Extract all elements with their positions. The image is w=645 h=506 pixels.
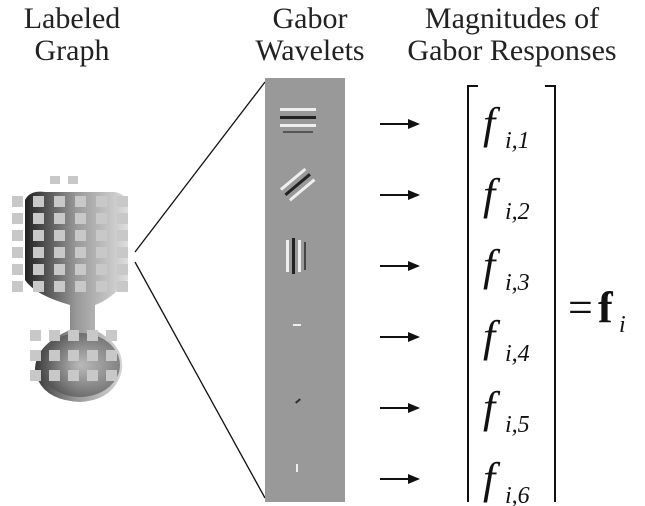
graph-node xyxy=(49,330,60,341)
graph-node xyxy=(96,281,107,292)
response-subscript: i,2 xyxy=(505,199,530,225)
response-subscript: i,1 xyxy=(505,128,530,154)
response-symbol: f xyxy=(483,312,501,361)
graph-node xyxy=(54,281,65,292)
graph-node xyxy=(117,196,128,207)
graph-node xyxy=(117,247,128,258)
graph-node xyxy=(96,247,107,258)
connector xyxy=(135,82,265,252)
header-line: Wavelets xyxy=(255,34,364,67)
arrow-head xyxy=(408,261,420,271)
graph-node xyxy=(49,350,60,361)
graph-node xyxy=(117,213,128,224)
graph-node xyxy=(68,350,79,361)
graph-node xyxy=(12,247,23,258)
graph-node xyxy=(68,370,79,381)
graph-node xyxy=(33,230,44,241)
wavelet-strip xyxy=(265,78,345,502)
graph-node xyxy=(87,350,98,361)
result-symbol: f xyxy=(598,283,614,332)
graph-node xyxy=(106,370,117,381)
result-subscript: i xyxy=(619,312,626,338)
graph-node xyxy=(117,281,128,292)
graph-node xyxy=(30,350,41,361)
wavelet xyxy=(296,464,298,472)
graph-node xyxy=(33,264,44,275)
graph-node xyxy=(96,264,107,275)
graph-node xyxy=(117,230,128,241)
arrow-head xyxy=(408,119,420,129)
graph-node xyxy=(54,247,65,258)
wavelet xyxy=(293,324,301,326)
graph-node xyxy=(50,176,60,184)
graph-node xyxy=(75,281,86,292)
graph-node xyxy=(12,264,23,275)
graph-node xyxy=(96,196,107,207)
response-subscript: i,5 xyxy=(505,412,530,438)
response-symbol: f xyxy=(483,241,501,290)
graph-node xyxy=(12,213,23,224)
graph-node xyxy=(54,213,65,224)
arrow-head xyxy=(408,403,420,413)
labeled-graph xyxy=(12,176,128,402)
graph-node xyxy=(30,370,41,381)
graph-node xyxy=(87,370,98,381)
graph-node xyxy=(54,230,65,241)
header-line: Graph xyxy=(35,34,110,67)
graph-node xyxy=(12,281,23,292)
graph-node xyxy=(117,264,128,275)
graph-node xyxy=(75,196,86,207)
object-base xyxy=(40,333,120,397)
graph-node xyxy=(87,330,98,341)
graph-node xyxy=(33,213,44,224)
response-symbol: f xyxy=(483,454,501,503)
arrow-head xyxy=(408,332,420,342)
graph-node xyxy=(30,330,41,341)
header-line: Magnitudes of xyxy=(425,2,599,35)
graph-node xyxy=(68,176,78,184)
graph-node xyxy=(68,330,79,341)
response-subscript: i,4 xyxy=(505,341,530,367)
response-symbol: f xyxy=(483,99,501,148)
graph-node xyxy=(33,196,44,207)
arrow-head xyxy=(408,474,420,484)
equals: = xyxy=(568,283,593,332)
graph-node xyxy=(12,230,23,241)
graph-node xyxy=(54,196,65,207)
graph-node xyxy=(75,264,86,275)
graph-node xyxy=(12,196,23,207)
response-symbol: f xyxy=(483,383,501,432)
graph-node xyxy=(96,230,107,241)
response-symbol: f xyxy=(483,170,501,219)
graph-node xyxy=(75,230,86,241)
graph-node xyxy=(106,330,117,341)
graph-node xyxy=(106,350,117,361)
graph-node xyxy=(96,213,107,224)
graph-node xyxy=(33,247,44,258)
response-subscript: i,3 xyxy=(505,270,530,296)
header-line: Gabor Responses xyxy=(407,34,616,67)
graph-node xyxy=(75,213,86,224)
graph-node xyxy=(75,247,86,258)
header-line: Gabor xyxy=(273,2,348,35)
graph-node xyxy=(33,281,44,292)
graph-node xyxy=(49,370,60,381)
response-subscript: i,6 xyxy=(505,483,530,506)
figure: Labeled Graph Gabor Wavelets Magnitudes … xyxy=(0,0,645,506)
arrow-head xyxy=(408,190,420,200)
header-line: Labeled xyxy=(24,2,121,35)
connector xyxy=(135,262,265,498)
graph-node xyxy=(54,264,65,275)
